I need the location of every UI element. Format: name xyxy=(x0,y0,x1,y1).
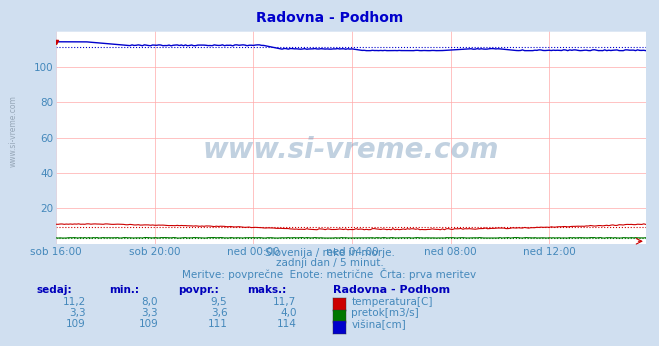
Text: temperatura[C]: temperatura[C] xyxy=(351,297,433,307)
Text: zadnji dan / 5 minut.: zadnji dan / 5 minut. xyxy=(275,258,384,268)
Text: Slovenija / reke in morje.: Slovenija / reke in morje. xyxy=(264,248,395,258)
Text: 3,6: 3,6 xyxy=(211,308,227,318)
Text: 11,2: 11,2 xyxy=(63,297,86,307)
Text: www.si-vreme.com: www.si-vreme.com xyxy=(9,95,18,167)
Text: 3,3: 3,3 xyxy=(69,308,86,318)
Text: pretok[m3/s]: pretok[m3/s] xyxy=(351,308,419,318)
Text: Meritve: povprečne  Enote: metrične  Črta: prva meritev: Meritve: povprečne Enote: metrične Črta:… xyxy=(183,268,476,280)
Text: Radovna - Podhom: Radovna - Podhom xyxy=(333,285,450,295)
Text: višina[cm]: višina[cm] xyxy=(351,319,406,330)
Text: 8,0: 8,0 xyxy=(142,297,158,307)
Text: 9,5: 9,5 xyxy=(211,297,227,307)
Text: povpr.:: povpr.: xyxy=(178,285,219,295)
Text: 11,7: 11,7 xyxy=(273,297,297,307)
Text: 114: 114 xyxy=(277,319,297,329)
Text: 3,3: 3,3 xyxy=(142,308,158,318)
Text: 111: 111 xyxy=(208,319,227,329)
Text: Radovna - Podhom: Radovna - Podhom xyxy=(256,11,403,25)
Text: 109: 109 xyxy=(66,319,86,329)
Text: www.si-vreme.com: www.si-vreme.com xyxy=(203,136,499,164)
Text: maks.:: maks.: xyxy=(247,285,287,295)
Text: 4,0: 4,0 xyxy=(280,308,297,318)
Text: 109: 109 xyxy=(138,319,158,329)
Text: min.:: min.: xyxy=(109,285,139,295)
Text: sedaj:: sedaj: xyxy=(36,285,72,295)
